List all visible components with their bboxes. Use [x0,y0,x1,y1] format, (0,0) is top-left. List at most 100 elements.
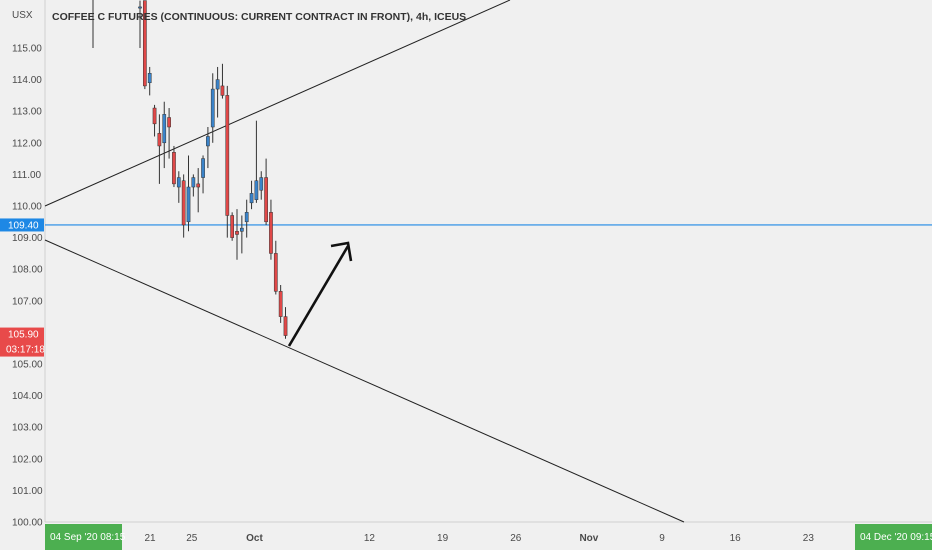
trendline-lower[interactable] [44,239,685,523]
candle-body [244,212,249,223]
svg-text:04 Sep '20 08:15: 04 Sep '20 08:15 [50,532,126,543]
candle-body [186,186,191,223]
candle-body [283,316,288,336]
current-price-badge: 105.90 03:17:18 [0,327,45,357]
candle-body [201,158,205,178]
time-tick-label: Nov [579,533,598,544]
candle[interactable] [244,199,249,238]
chart-title: COFFEE C FUTURES (CONTINUOUS: CURRENT CO… [52,11,466,23]
svg-text:109.40: 109.40 [8,220,39,231]
candle[interactable] [259,171,264,200]
svg-text:04 Dec '20 09:15: 04 Dec '20 09:15 [860,532,932,543]
time-tick-label: 9 [659,533,665,544]
candle[interactable] [162,101,167,169]
candle-body [147,73,152,84]
candle[interactable] [181,174,186,238]
candle[interactable] [220,63,225,99]
candle[interactable] [230,212,235,241]
svg-text:03:17:18: 03:17:18 [6,345,45,356]
candle[interactable] [167,108,171,159]
candle-body [269,212,273,254]
time-tick-label: Oct [246,533,263,544]
candle-body [215,79,220,90]
candle-body [162,114,167,144]
candle-body [206,136,210,147]
candle-body [152,107,157,125]
price-tick-label: 111.00 [12,170,42,181]
candle[interactable] [138,0,142,48]
price-tick-label: 103.00 [12,423,43,434]
time-tick-label: 12 [364,533,376,544]
candle-body [220,85,225,96]
candle-body [176,177,181,188]
time-tick-label: 25 [186,533,198,544]
price-axis-background [0,0,45,522]
candle[interactable] [201,155,205,194]
candle-body [138,6,142,9]
candle-body [210,88,215,128]
candle[interactable] [157,114,162,184]
svg-text:105.90: 105.90 [8,330,39,341]
candle[interactable] [210,73,215,143]
candles [92,0,288,339]
arrow-annotation[interactable] [287,241,353,347]
candle-body [157,133,162,147]
candle-body [191,177,196,188]
price-tick-label: 114.00 [12,75,42,86]
candle[interactable] [225,85,230,238]
candle[interactable] [206,127,210,169]
price-tick-label: 108.00 [12,265,43,276]
candle-body [230,215,235,238]
candle[interactable] [147,66,152,96]
price-tick-label: 105.00 [12,360,43,371]
candle[interactable] [283,307,288,339]
candle[interactable] [176,171,181,203]
candle[interactable] [264,158,268,225]
price-tick-label: 110.00 [12,202,42,213]
candle[interactable] [278,285,283,323]
candle-body [273,253,278,292]
price-tick-label: 104.00 [12,391,43,402]
candle-body [235,231,239,235]
time-tick-label: 21 [144,533,156,544]
candle-body [249,193,254,204]
candle-body [240,227,244,232]
candle-body [264,177,268,223]
price-tick-label: 100.00 [12,518,43,529]
candle-body [254,180,259,200]
candle[interactable] [249,180,254,210]
candle-body [143,0,147,87]
price-tick-label: 107.00 [12,296,43,307]
candle[interactable] [254,120,259,203]
candle[interactable] [172,145,176,188]
price-tick-label: 102.00 [12,454,43,465]
candle[interactable] [186,155,191,232]
currency-label: USX [12,10,33,21]
price-tick-label: 115.00 [12,44,42,55]
trendline-upper[interactable] [44,0,511,207]
candle[interactable] [215,66,220,118]
time-tick-label: 26 [510,533,522,544]
candle[interactable] [235,209,239,260]
candle-body [278,291,283,317]
candle[interactable] [191,174,196,197]
candle[interactable] [196,168,201,213]
price-tick-label: 113.00 [12,107,42,118]
candle-body [172,152,176,185]
candle[interactable] [240,215,244,254]
candle-body [196,183,201,188]
candle[interactable] [143,0,147,90]
time-range-end-badge: 04 Dec '20 09:15 [855,524,932,550]
candle[interactable] [152,104,157,137]
candle[interactable] [273,240,278,295]
price-tick-label: 109.00 [12,233,43,244]
candle[interactable] [269,199,273,260]
candle-body [167,117,171,128]
time-tick-label: 23 [803,533,815,544]
price-tick-label: 101.00 [12,486,43,497]
time-tick-label: 16 [730,533,742,544]
time-axis[interactable]: 21 25 Oct 12 19 26 Nov 9 16 23 [144,533,814,544]
time-tick-label: 19 [437,533,449,544]
